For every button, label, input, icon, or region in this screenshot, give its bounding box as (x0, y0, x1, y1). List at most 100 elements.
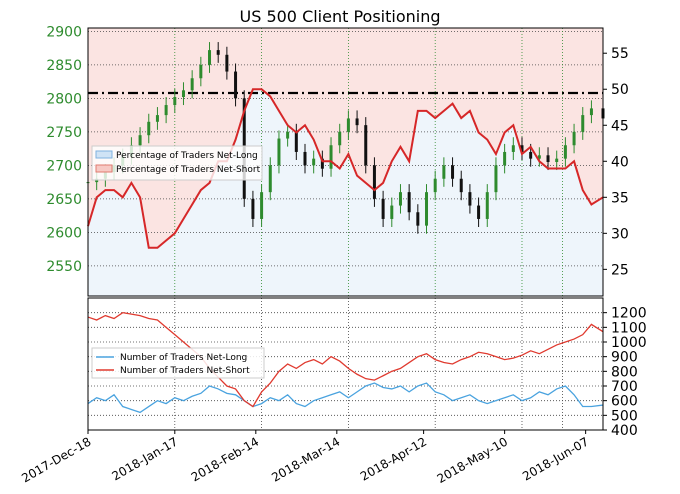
price-candle-body (286, 131, 290, 139)
price-candle-body (346, 118, 350, 132)
legend-label: Percentage of Traders Net-Short (116, 165, 261, 175)
percent-tick-label: 25 (611, 262, 629, 278)
percent-tick-label: 45 (611, 118, 629, 134)
legend: Percentage of Traders Net-Long Percentage… (91, 145, 263, 181)
price-candle-body (537, 155, 541, 159)
price-candle-body (459, 178, 463, 193)
legend-label: Number of Traders Net-Long (120, 353, 247, 363)
price-candle-body (277, 138, 281, 166)
count-tick-label: 900 (611, 350, 638, 366)
price-candle-body (225, 54, 229, 72)
price-candle-body (164, 105, 168, 116)
date-tick-label: 2018-Mar-14 (269, 434, 342, 484)
count-tick-label: 1200 (611, 306, 647, 322)
price-candle-body (529, 151, 533, 159)
price-candle-body (199, 64, 203, 79)
price-candle-body (407, 192, 411, 213)
price-tick-label: 2700 (46, 158, 82, 174)
price-candle-body (372, 165, 376, 199)
legend-swatch-net-long (95, 150, 113, 159)
price-candle-body (260, 192, 264, 219)
price-candle-body (303, 151, 307, 166)
price-candle-body (190, 78, 194, 91)
net-short-count-line (87, 311, 604, 408)
price-candle-body (555, 158, 559, 162)
legend-box (91, 347, 265, 379)
net-short-percentage-line (87, 88, 604, 249)
date-axis: 2017-Dec-18 2018-Jan-17 2018-Feb-14 2018-Ma… (19, 430, 591, 486)
price-candle-body (364, 125, 368, 166)
count-tick-label: 800 (611, 364, 638, 380)
price-candle-body (216, 50, 220, 55)
price-candle-body (390, 205, 394, 219)
legend-label: Number of Traders Net-Short (120, 366, 250, 376)
price-panel: 2550 2600 2650 2700 2750 2800 2850 2900 25 30 35 40… (46, 24, 629, 297)
price-candle-body (546, 155, 550, 162)
count-tick-label: 700 (611, 379, 638, 395)
net-long-count-line (87, 382, 604, 414)
price-tick-label: 2750 (46, 125, 82, 141)
price-candle-body (173, 97, 177, 106)
price-candle-body (147, 121, 151, 136)
price-candle-body (320, 158, 324, 169)
price-candle-body (563, 145, 567, 159)
price-candle-body (433, 178, 437, 193)
price-candle-body (503, 151, 507, 166)
price-candle-body (416, 212, 420, 226)
percent-tick-label: 30 (611, 226, 629, 242)
price-candle-body (234, 71, 238, 99)
price-candle-body (442, 165, 446, 179)
net-long-area (88, 89, 603, 296)
date-tick-label: 2018-Feb-14 (189, 434, 262, 484)
price-tick-label: 2550 (46, 259, 82, 275)
price-candle-body (468, 192, 472, 206)
count-tick-label: 400 (611, 423, 638, 439)
count-tick-label: 500 (611, 408, 638, 424)
date-tick-label: 2018-May-10 (435, 434, 510, 486)
price-candle-body (208, 50, 212, 65)
chart-title: US 500 Client Positioning (239, 7, 440, 26)
price-candle-body (138, 135, 142, 146)
legend-label: Percentage of Traders Net-Long (116, 151, 258, 161)
price-candle-body (312, 158, 316, 166)
price-candle-body (425, 192, 429, 226)
count-panel-frame (87, 297, 604, 431)
price-tick-label: 2650 (46, 192, 82, 208)
price-candle-body (338, 131, 342, 146)
price-candle-body (355, 118, 359, 126)
count-tick-label: 1100 (611, 320, 647, 336)
price-tick-label: 2900 (46, 24, 82, 40)
percent-tick-label: 55 (611, 46, 629, 62)
count-tick-label: 600 (611, 394, 638, 410)
price-candle-body (494, 165, 498, 193)
price-candle-body (294, 131, 298, 152)
price-candle-body (268, 165, 272, 193)
price-candle-body (251, 198, 255, 219)
legend-swatch-net-short (95, 164, 113, 173)
percent-tick-label: 35 (611, 190, 629, 206)
price-candle-body (520, 145, 524, 152)
price-candle-body (572, 131, 576, 146)
legend: Number of Traders Net-Long Number of Trad… (91, 347, 265, 379)
date-tick-label: 2017-Dec-18 (19, 434, 93, 485)
price-candle-body (181, 90, 185, 98)
percent-tick-label: 40 (611, 154, 629, 170)
price-candle-body (477, 205, 481, 219)
price-candle-body (381, 198, 385, 219)
price-candle-body (581, 115, 585, 132)
count-tick-label: 1000 (611, 335, 647, 351)
percent-tick-label: 50 (611, 82, 629, 98)
net-short-area (88, 28, 603, 248)
price-candle-body (398, 192, 402, 206)
price-panel-frame (87, 27, 604, 297)
legend-box (91, 145, 263, 181)
price-candle-body (329, 145, 333, 169)
price-candle-body (155, 115, 159, 122)
price-candle-body (451, 165, 455, 179)
price-candle-body (511, 145, 515, 152)
price-candle-body (589, 108, 593, 116)
date-tick-label: 2018-Apr-12 (358, 434, 429, 483)
price-tick-label: 2600 (46, 225, 82, 241)
